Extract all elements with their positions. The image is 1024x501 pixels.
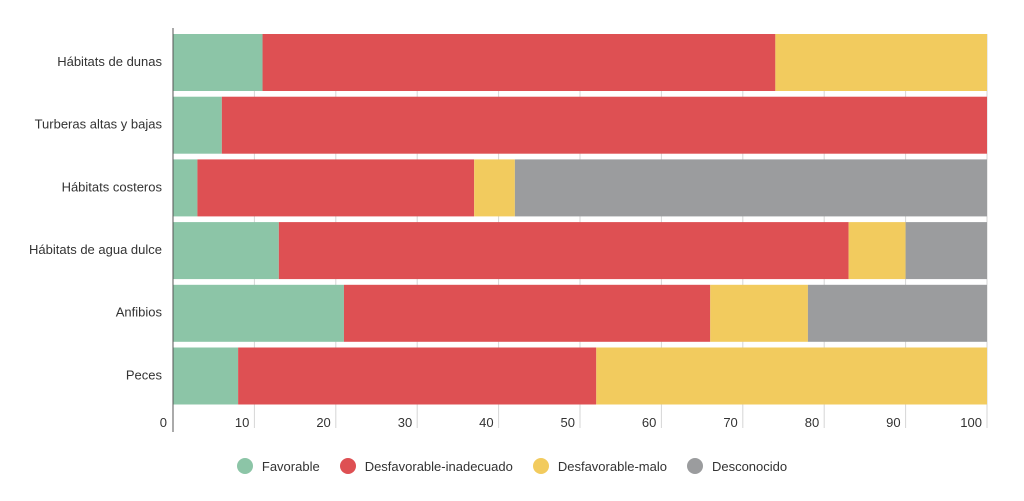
category-label-habitats-de-agua-dulce: Hábitats de agua dulce [29, 242, 162, 257]
x-tick-label-90: 90 [886, 415, 900, 430]
x-axis-ticks: 0 10 20 30 40 50 60 70 80 90 100 [160, 415, 982, 430]
bar-anfibios-desfavorable-malo [710, 284, 808, 342]
category-label-turberas-altas-y-bajas: Turberas altas y bajas [35, 117, 163, 132]
legend-swatch-desconocido [686, 458, 703, 474]
x-tick-label-50: 50 [561, 415, 575, 430]
bar-anfibios-desconocido [807, 284, 987, 342]
legend-label-desconocido: Desconocido [711, 458, 788, 474]
x-tick-label-20: 20 [316, 415, 330, 430]
legend: Favorable Desfavorable-inadecuado Desfavor… [0, 454, 1024, 478]
x-tick-label-80: 80 [805, 415, 819, 430]
legend-label-favorable: Favorable [261, 458, 320, 474]
bar-habitats-costeros-desfavorable-malo [474, 159, 515, 217]
legend-label-desfavorable-malo: Desfavorable-malo [557, 458, 667, 474]
x-tick-label-70: 70 [723, 415, 737, 430]
x-tick-label-30: 30 [398, 415, 412, 430]
bar-peces-desfavorable-malo [596, 347, 987, 405]
category-label-anfibios: Anfibios [116, 305, 163, 320]
bar-anfibios-favorable [173, 284, 344, 342]
bar-habitats-de-agua-dulce-desconocido [905, 222, 987, 280]
x-tick-label-10: 10 [235, 415, 249, 430]
bar-habitats-costeros-favorable [173, 159, 198, 217]
bar-turberas-altas-y-bajas-desfavorable-inadecuado [221, 96, 988, 154]
bar-habitats-de-dunas-desfavorable-malo [775, 34, 987, 91]
legend-item-desconocido: Desconocido [686, 458, 788, 474]
bar-peces-favorable [173, 347, 239, 405]
bar-habitats-costeros-desfavorable-inadecuado [197, 159, 475, 217]
bar-habitats-de-agua-dulce-favorable [173, 222, 279, 280]
x-tick-label-60: 60 [642, 415, 656, 430]
bar-habitats-costeros-desconocido [514, 159, 987, 217]
bar-anfibios-desfavorable-inadecuado [343, 284, 711, 342]
bar-turberas-altas-y-bajas-favorable [173, 96, 222, 154]
bars [173, 34, 988, 405]
bar-peces-desfavorable-inadecuado [238, 347, 597, 405]
legend-item-desfavorable-inadecuado: Desfavorable-inadecuado [339, 458, 513, 474]
category-label-habitats-costeros: Hábitats costeros [62, 179, 163, 194]
bar-habitats-de-agua-dulce-desfavorable-malo [848, 222, 906, 280]
category-label-habitats-de-dunas: Hábitats de dunas [57, 54, 162, 69]
x-tick-label-0: 0 [160, 415, 167, 430]
x-tick-label-100: 100 [960, 415, 982, 430]
legend-item-desfavorable-malo: Desfavorable-malo [532, 458, 667, 474]
bar-habitats-de-dunas-favorable [173, 34, 263, 91]
legend-label-desfavorable-inadecuado: Desfavorable-inadecuado [364, 458, 513, 474]
legend-swatch-desfavorable-malo [532, 458, 549, 474]
legend-swatch-desfavorable-inadecuado [339, 458, 356, 474]
bar-habitats-de-agua-dulce-desfavorable-inadecuado [278, 222, 849, 280]
category-labels: Hábitats de dunas Turberas altas y bajas H… [29, 54, 162, 383]
bar-habitats-de-dunas-desfavorable-inadecuado [262, 34, 776, 91]
category-label-peces: Peces [126, 367, 163, 382]
x-tick-label-40: 40 [479, 415, 493, 430]
legend-item-favorable: Favorable [236, 458, 320, 474]
legend-swatch-favorable [236, 458, 253, 474]
